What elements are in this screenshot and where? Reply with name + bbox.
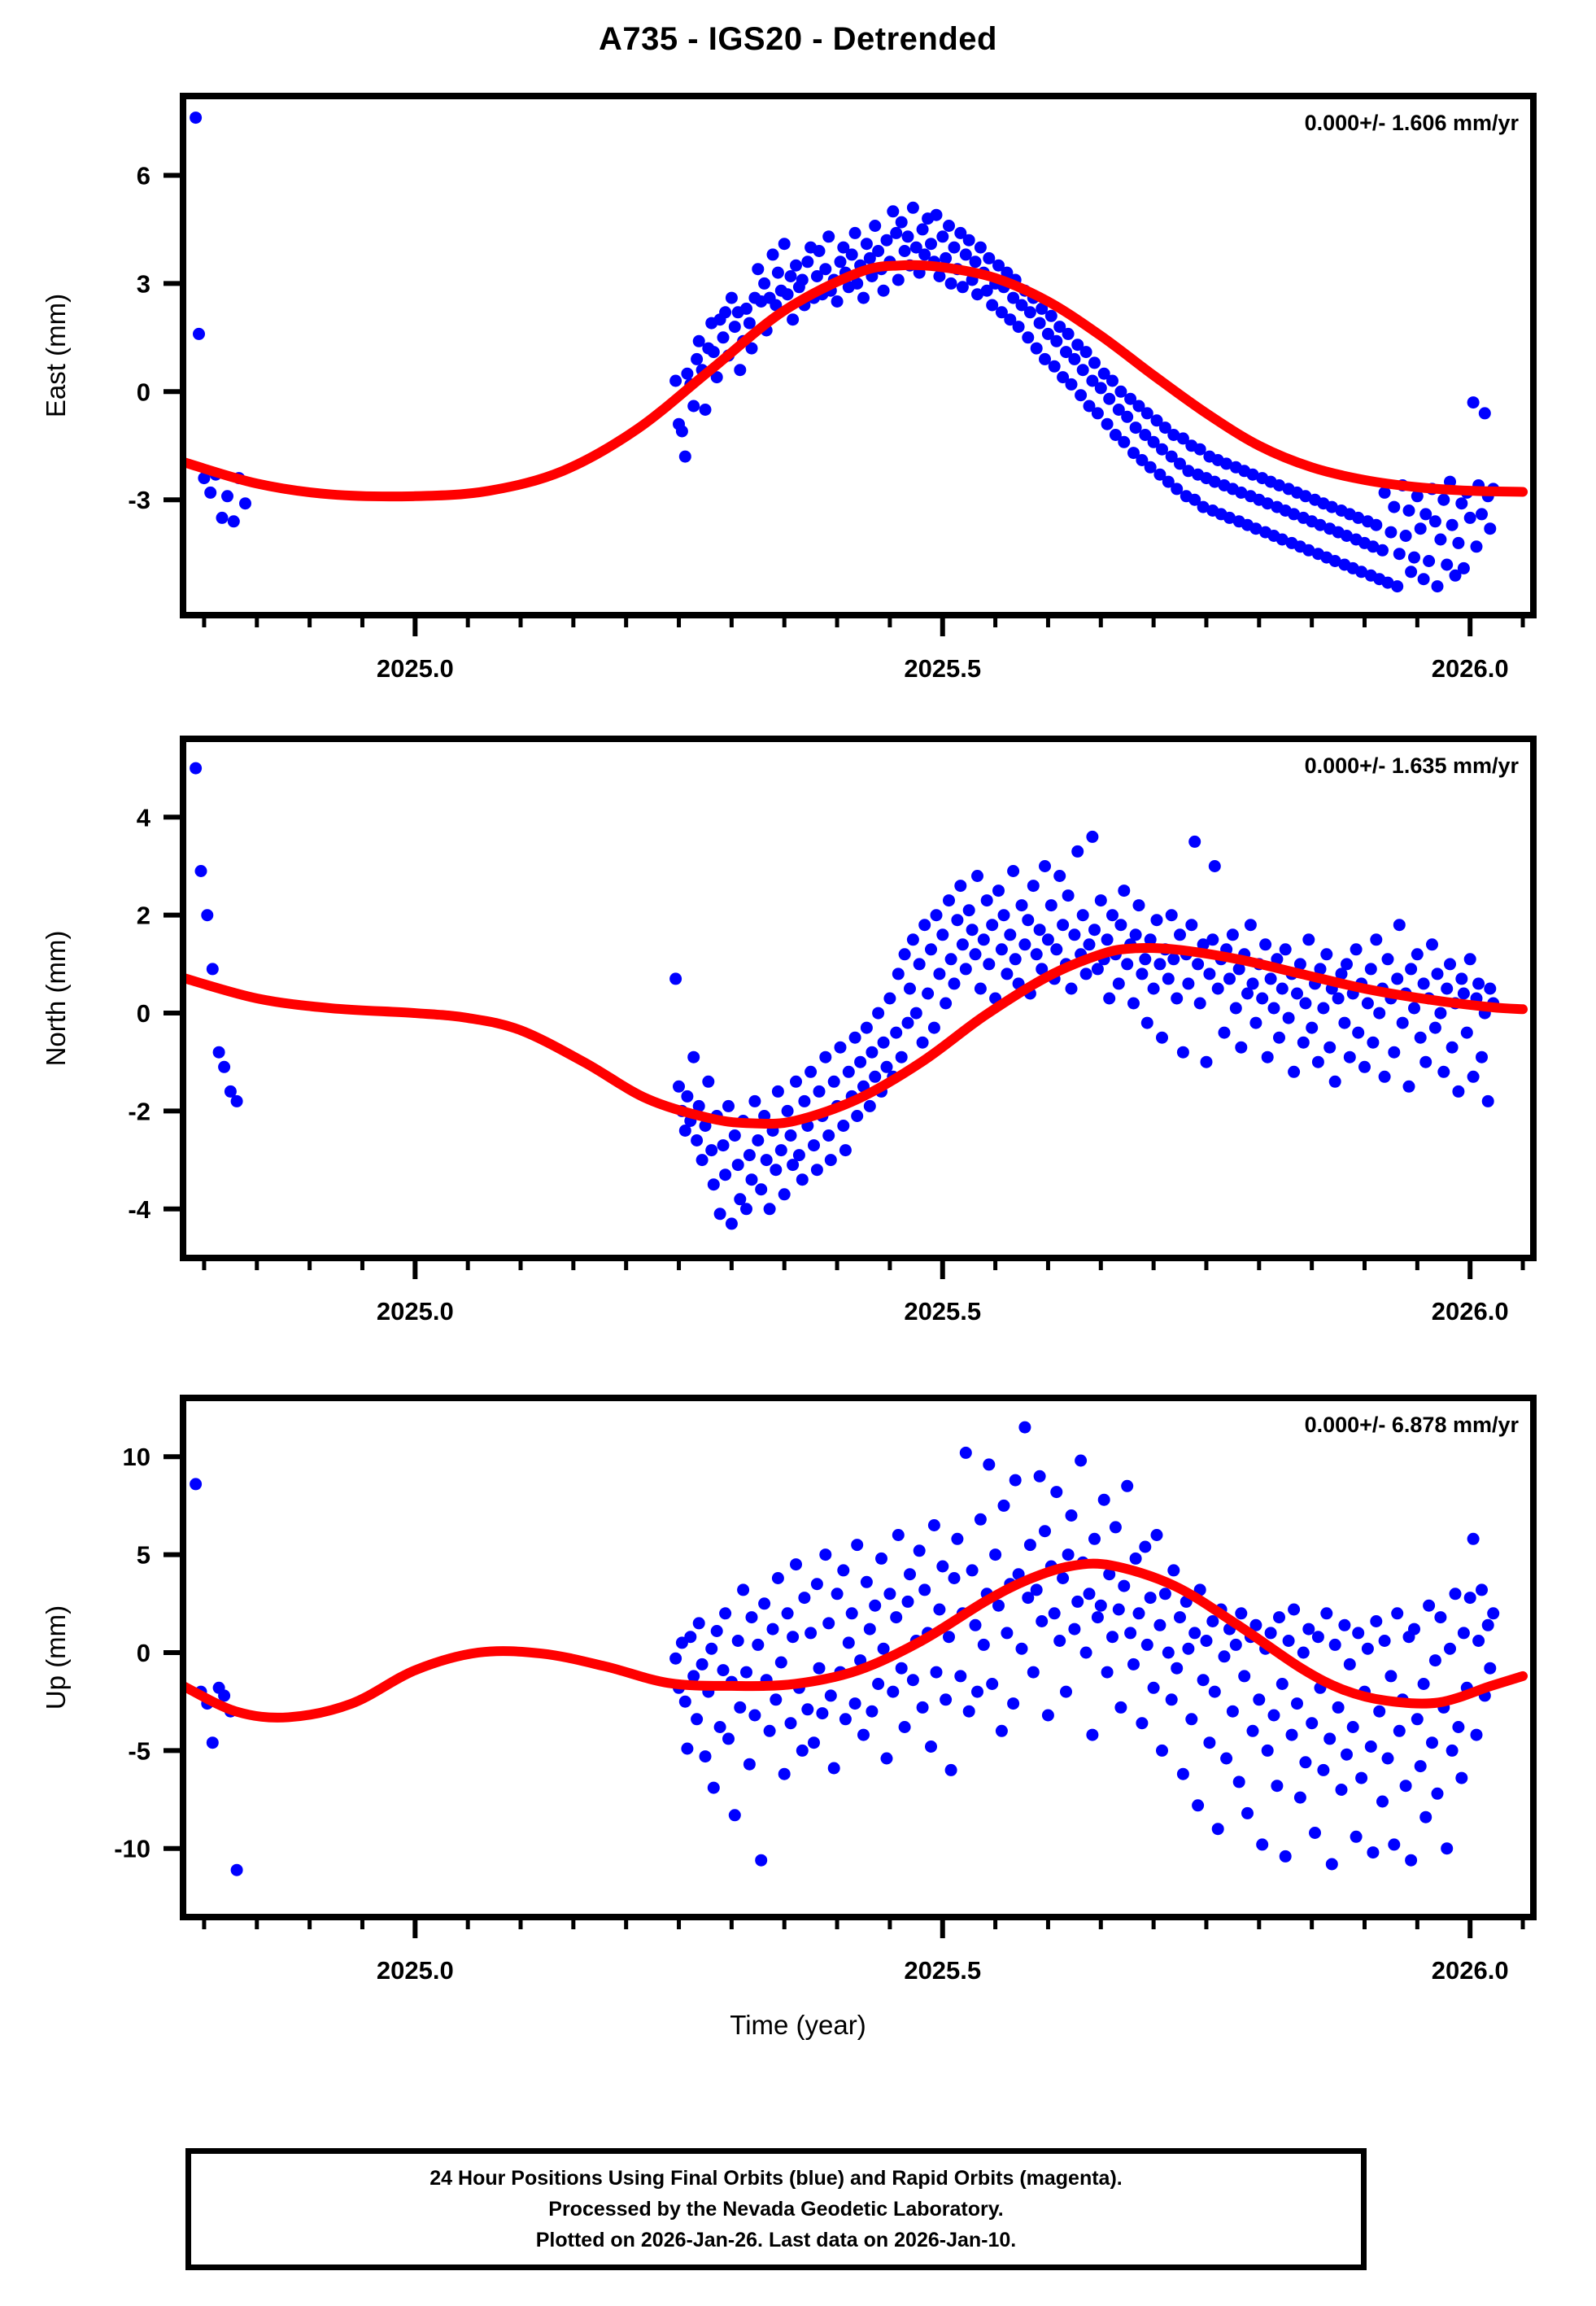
plot-frame (180, 736, 1537, 1261)
model-fit-curve (186, 942, 1528, 1129)
x-tick-label: 2025.0 (377, 654, 454, 683)
y-tick-label: -4 (128, 1195, 150, 1224)
y-tick-label: -5 (128, 1736, 150, 1765)
footer-caption-box: 24 Hour Positions Using Final Orbits (bl… (185, 2148, 1367, 2270)
y-tick-label: -10 (114, 1835, 150, 1863)
y-tick-label: 0 (137, 378, 150, 406)
x-tick-label: 2025.5 (904, 654, 981, 683)
y-tick-label: 5 (137, 1541, 150, 1570)
rate-annotation: 0.000+/- 1.635 mm/yr (1305, 753, 1520, 778)
plot-frame (180, 1395, 1537, 1920)
plot-area-east: 2025.0 2025.5 2026.0 6 3 0 -3 East (mm) 0.000+/-… (41, 93, 1537, 683)
footer-line-2: Processed by the Nevada Geodetic Laborat… (548, 2198, 1004, 2221)
panel-east: 2025.0 2025.5 2026.0 6 3 0 -3 East (mm) 0.000+/-… (0, 49, 1596, 692)
panel-up: 2025.0 2025.5 2026.0 10 5 0 -5 -10 Up (mm) 0.000+… (0, 1351, 1596, 2010)
x-tick-label: 2026.0 (1432, 1297, 1509, 1326)
page-title: A735 - IGS20 - Detrended (599, 21, 997, 57)
data-point-series (190, 1421, 1500, 1876)
y-tick-label: 2 (137, 902, 150, 930)
rate-annotation: 0.000+/- 6.878 mm/yr (1305, 1413, 1520, 1437)
x-tick-label: 2025.0 (377, 1297, 454, 1326)
plot-area-up: 2025.0 2025.5 2026.0 10 5 0 -5 -10 Up (mm) 0.000+… (41, 1395, 1537, 1985)
y-axis-title: Up (mm) (41, 1605, 71, 1710)
model-fit-curve (186, 1558, 1528, 1723)
footer-line-3: Plotted on 2026-Jan-26. Last data on 202… (535, 2229, 1017, 2251)
y-tick-label: -2 (128, 1097, 150, 1125)
plot-frame (180, 93, 1537, 618)
plot-area-north: 2025.0 2025.5 2026.0 4 2 0 -2 -4 North (mm) 0.000… (41, 736, 1537, 1326)
y-tick-label: 0 (137, 999, 150, 1028)
y-tick-label: 4 (137, 803, 151, 832)
panel-north: 2025.0 2025.5 2026.0 4 2 0 -2 -4 North (mm) 0.000… (0, 692, 1596, 1351)
rate-annotation: 0.000+/- 1.606 mm/yr (1305, 111, 1520, 135)
x-tick-label: 2025.5 (904, 1956, 981, 1985)
data-point-series (190, 111, 1500, 593)
y-tick-label: -3 (128, 486, 150, 514)
footer-line-1: 24 Hour Positions Using Final Orbits (bl… (430, 2167, 1123, 2190)
x-tick-label: 2026.0 (1432, 1956, 1509, 1985)
x-tick-label: 2025.5 (904, 1297, 981, 1326)
y-tick-label: 10 (123, 1443, 150, 1471)
x-minor-ticks (202, 1258, 1525, 1279)
x-tick-label: 2025.0 (377, 1956, 454, 1985)
x-axis-title: Time (year) (730, 2010, 866, 2040)
model-fit-curve (186, 260, 1528, 502)
x-minor-ticks (202, 615, 1525, 636)
x-tick-label: 2026.0 (1432, 654, 1509, 683)
y-tick-label: 3 (137, 269, 150, 298)
x-minor-ticks (202, 1917, 1525, 1938)
y-tick-label: 0 (137, 1639, 150, 1667)
y-tick-label: 6 (137, 161, 150, 190)
data-point-series (190, 762, 1500, 1230)
y-axis-title: North (mm) (41, 931, 71, 1067)
y-axis-title: East (mm) (41, 294, 71, 417)
